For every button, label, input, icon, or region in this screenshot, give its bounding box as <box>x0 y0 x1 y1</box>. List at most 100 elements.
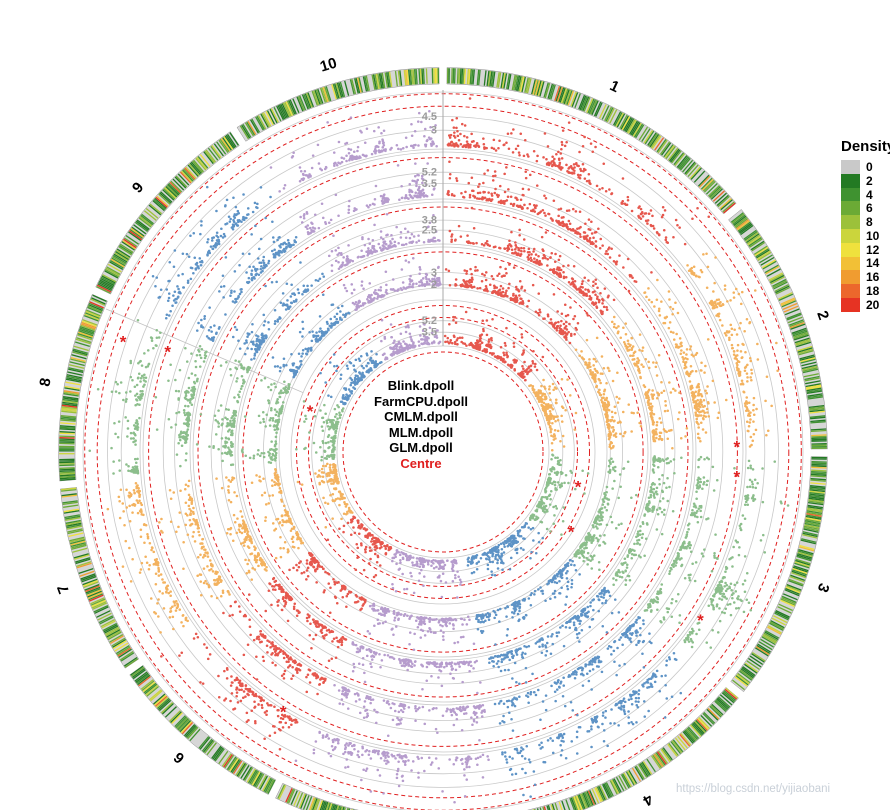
density-legend-entry: 18 <box>841 284 890 298</box>
manhattan-points <box>247 576 348 662</box>
density-swatch <box>841 297 860 312</box>
significant-snp-marker: * <box>697 611 704 630</box>
manhattan-points <box>295 400 345 462</box>
center-legend-item: MLM.dpoll <box>388 424 454 440</box>
density-label: 20 <box>866 297 880 312</box>
manhattan-points <box>195 216 298 342</box>
density-legend-entry: 2 <box>841 174 890 188</box>
significant-snp-marker: * <box>733 468 740 487</box>
manhattan-points <box>643 278 728 443</box>
scatter-points <box>88 97 790 804</box>
manhattan-points <box>195 359 252 467</box>
manhattan-points <box>327 212 441 273</box>
density-legend-entry: 6 <box>841 201 890 215</box>
manhattan-points <box>326 515 393 579</box>
axis-tick-label: 2.5 <box>422 225 437 237</box>
axis-tick-label: 2 <box>431 279 437 291</box>
density-label: 0 <box>866 159 873 174</box>
axis-tick-label: 5.2 <box>422 167 437 179</box>
axis-tick-label: 3.8 <box>422 215 437 227</box>
density-swatch <box>841 160 860 174</box>
chromosome-label: 4 <box>639 790 655 809</box>
density-label: 12 <box>866 242 880 257</box>
density-label: 14 <box>866 256 880 271</box>
signal-asterisks: * * * * * * * * * <box>120 332 741 721</box>
manhattan-points <box>686 252 779 448</box>
center-legend-item: CMLM.dpoll <box>384 409 458 424</box>
significant-snp-marker: * <box>280 702 287 721</box>
manhattan-points <box>240 377 291 465</box>
density-legend-entry: 8 <box>841 215 890 229</box>
manhattan-points <box>528 378 578 452</box>
density-legend: Density 0 2 4 6 8 10 12 14 16 18 20 <box>841 138 890 312</box>
manhattan-points <box>488 586 621 685</box>
density-legend-entry: 12 <box>841 243 890 257</box>
manhattan-points <box>160 632 299 751</box>
manhattan-points <box>294 730 490 804</box>
density-label: 6 <box>866 201 873 216</box>
manhattan-points <box>342 256 442 312</box>
axis-tick-label: 4.5 <box>422 111 437 123</box>
density-legend-title: Density <box>841 138 890 155</box>
manhattan-points <box>573 457 638 571</box>
manhattan-points <box>391 549 463 599</box>
density-label: 18 <box>866 284 880 299</box>
manhattan-points <box>333 683 486 742</box>
chromosome-label: 7 <box>54 582 73 596</box>
density-legend-entry: 0 <box>841 160 890 174</box>
density-legend-entry: 16 <box>841 270 890 284</box>
density-ring-sector <box>728 209 828 450</box>
significant-snp-marker: * <box>733 437 740 456</box>
manhattan-points <box>610 315 689 450</box>
axis-tick-label: 3 <box>431 125 437 137</box>
density-legend-entry: 20 <box>841 298 890 312</box>
density-ring <box>58 67 828 810</box>
significant-snp-marker: * <box>575 477 582 496</box>
chromosome-label: 9 <box>129 179 147 196</box>
density-swatch <box>841 270 860 285</box>
density-swatch <box>841 187 860 202</box>
manhattan-points <box>231 261 326 361</box>
chromosome-label: 1 <box>607 77 622 96</box>
density-swatch <box>841 201 860 216</box>
manhattan-points <box>269 110 438 193</box>
manhattan-points <box>296 462 354 529</box>
manhattan-points <box>215 476 268 581</box>
manhattan-points <box>151 185 272 320</box>
density-legend-entry: 14 <box>841 256 890 271</box>
density-legend-rows: 0 2 4 6 8 10 12 14 16 18 20 <box>841 160 890 312</box>
manhattan-points <box>299 162 436 236</box>
centre-label: Centre <box>400 455 442 471</box>
manhattan-points <box>250 467 305 560</box>
manhattan-points <box>446 97 711 246</box>
significant-snp-marker: * <box>164 342 171 361</box>
axis-tick-label: 3.5 <box>422 327 437 339</box>
manhattan-points <box>88 318 162 475</box>
manhattan-points <box>446 160 653 283</box>
manhattan-points <box>612 455 683 586</box>
density-ring-sector <box>60 487 140 669</box>
axis-tick-label: 5.2 <box>422 315 437 327</box>
significant-snp-marker: * <box>307 402 314 421</box>
axis-tick-label: 3.5 <box>422 178 437 190</box>
manhattan-points <box>501 652 683 798</box>
chromosome-label: 8 <box>37 377 55 388</box>
density-swatch <box>841 284 860 298</box>
manhattan-points <box>106 482 189 634</box>
density-ring-sector <box>236 67 440 142</box>
chromosome-label: 3 <box>814 581 833 595</box>
density-label: 8 <box>866 215 873 230</box>
significant-snp-marker: * <box>120 332 127 351</box>
density-legend-entry: 10 <box>841 229 890 243</box>
manhattan-points <box>288 551 367 615</box>
density-ring-sector <box>275 782 360 810</box>
manhattan-points <box>271 293 351 379</box>
manhattan-points <box>683 459 790 649</box>
manhattan-points <box>475 558 581 646</box>
manhattan-points <box>222 600 327 696</box>
density-label: 16 <box>866 270 880 285</box>
chromosome-label: 10 <box>318 55 339 76</box>
density-legend-entry: 4 <box>841 188 890 202</box>
density-swatch <box>841 173 860 188</box>
